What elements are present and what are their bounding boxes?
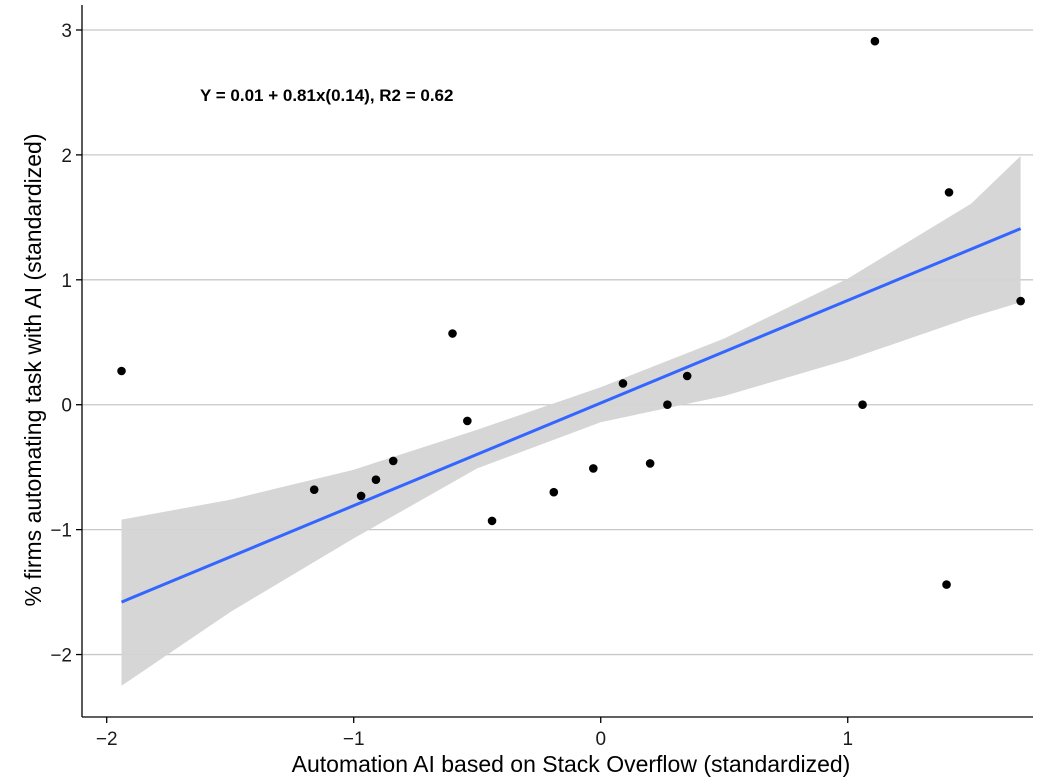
data-point <box>356 491 366 501</box>
data-point <box>117 366 126 376</box>
x-tick-label: −2 <box>96 729 118 750</box>
data-point <box>589 464 598 473</box>
data-point <box>942 580 951 589</box>
fit-line <box>120 227 1022 604</box>
data-point <box>371 475 381 484</box>
data-point <box>858 400 867 410</box>
data-point <box>487 516 497 526</box>
data-point <box>309 485 319 494</box>
data-point <box>618 379 628 388</box>
y-tick-label: 2 <box>61 146 72 167</box>
data-point <box>870 36 880 46</box>
tick-labels: −2 −1 0 1 2 3 −2 −1 0 1 <box>50 21 853 750</box>
y-tick-label: 1 <box>61 271 72 292</box>
data-point <box>448 329 457 338</box>
y-tick-label: −1 <box>50 521 72 542</box>
data-point <box>388 456 398 466</box>
x-tick-label: 0 <box>595 729 606 750</box>
data-point <box>944 188 954 197</box>
y-tick-label: −2 <box>50 646 72 667</box>
confidence-band-layer <box>121 156 1021 686</box>
points-layer <box>117 36 1025 589</box>
data-point <box>682 371 692 381</box>
y-tick-label: 0 <box>61 396 72 417</box>
data-point <box>549 487 559 497</box>
data-point <box>463 416 472 426</box>
x-tick-label: 1 <box>842 729 853 750</box>
y-tick-label: 3 <box>61 21 72 42</box>
x-axis-title: Automation AI based on Stack Overflow (s… <box>292 751 851 777</box>
confidence-band <box>121 156 1021 686</box>
axes <box>76 5 1033 723</box>
fit-line-layer <box>120 227 1022 604</box>
data-point <box>645 459 655 468</box>
regression-annotation: Y = 0.01 + 0.81x(0.14), R2 = 0.62 <box>200 86 453 105</box>
y-axis-title: % firms automating task with AI (standar… <box>20 134 46 607</box>
data-point <box>663 400 672 410</box>
x-tick-label: −1 <box>343 729 365 750</box>
data-point <box>1016 296 1025 306</box>
